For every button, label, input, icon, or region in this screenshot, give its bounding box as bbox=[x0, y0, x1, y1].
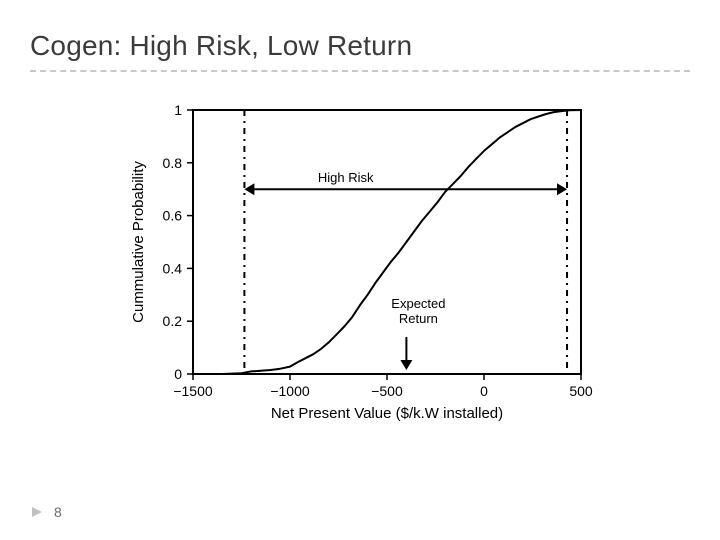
slide-title: Cogen: High Risk, Low Return bbox=[30, 30, 690, 62]
cdf-chart: −1500 −1000 −500 0 500 0 0.2 0.4 0.6 0.8 1 Net Pres… bbox=[125, 96, 595, 426]
svg-text:Net Present Value ($/k.W insta: Net Present Value ($/k.W installed) bbox=[271, 405, 503, 422]
slide-footer: 8 bbox=[30, 504, 62, 520]
title-underline bbox=[30, 70, 690, 72]
svg-text:0: 0 bbox=[174, 366, 182, 382]
svg-text:−1000: −1000 bbox=[270, 383, 310, 399]
svg-text:1: 1 bbox=[174, 102, 182, 118]
title-block: Cogen: High Risk, Low Return bbox=[30, 30, 690, 72]
svg-text:Cummulative Probability: Cummulative Probability bbox=[130, 161, 147, 323]
svg-text:0: 0 bbox=[480, 383, 488, 399]
page-number: 8 bbox=[54, 504, 62, 520]
svg-text:0.6: 0.6 bbox=[163, 208, 183, 224]
slide-root: Cogen: High Risk, Low Return −1500−1000−… bbox=[0, 0, 720, 540]
footer-triangle-icon bbox=[30, 505, 44, 519]
svg-text:−500: −500 bbox=[371, 383, 403, 399]
svg-text:−1500: −1500 bbox=[173, 383, 213, 399]
svg-text:0.4: 0.4 bbox=[163, 260, 183, 276]
svg-text:500: 500 bbox=[569, 383, 593, 399]
svg-text:0.8: 0.8 bbox=[163, 155, 183, 171]
svg-text:0.2: 0.2 bbox=[163, 313, 183, 329]
